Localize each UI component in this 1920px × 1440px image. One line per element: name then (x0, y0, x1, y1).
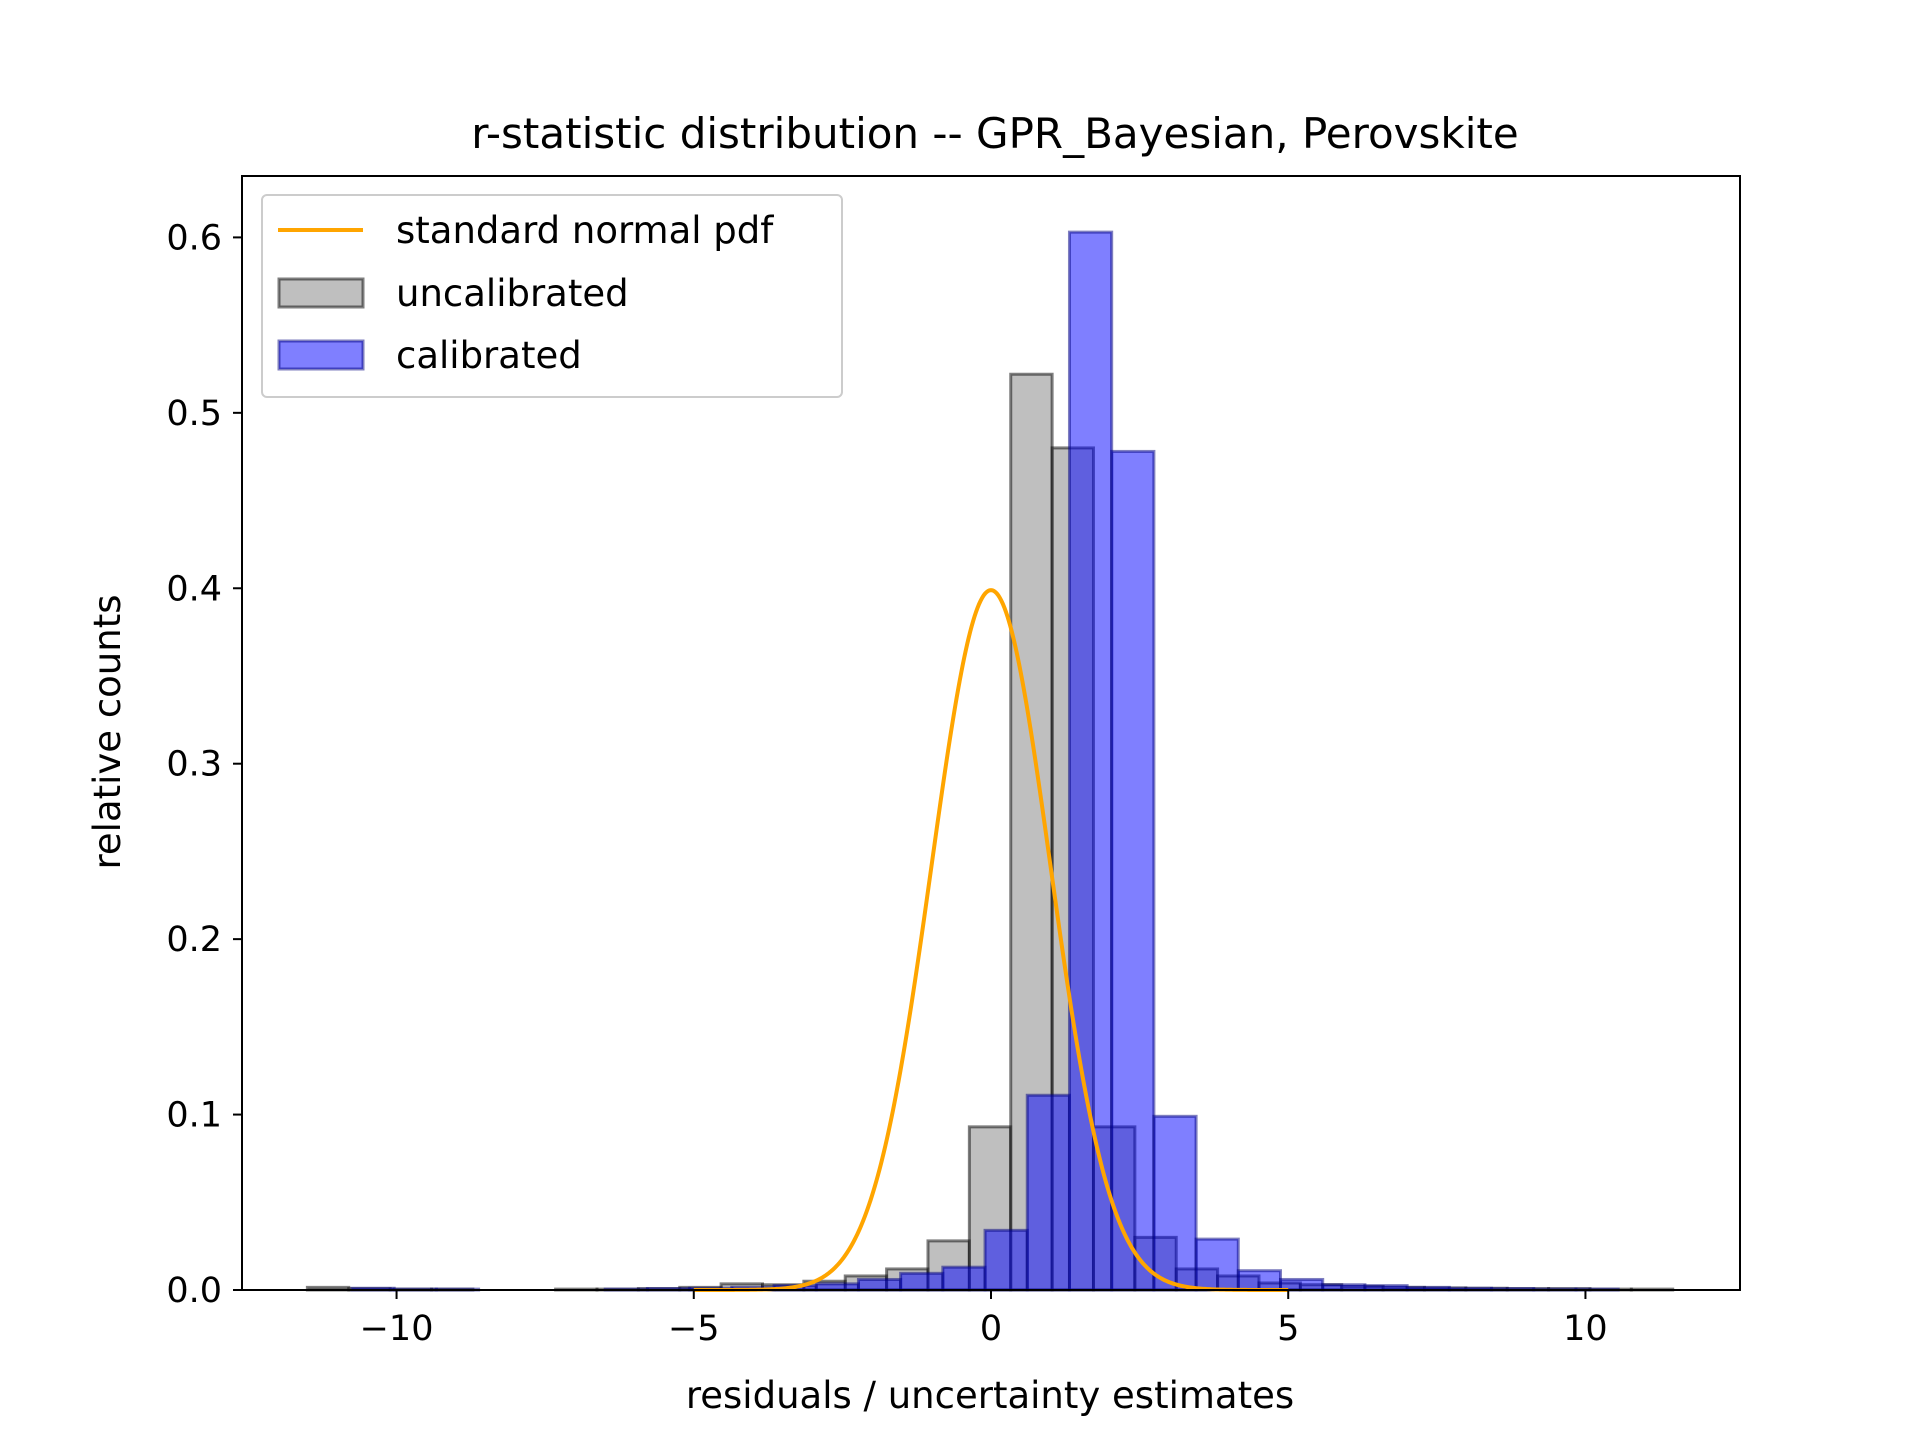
chart-title: r-statistic distribution -- GPR_Bayesian… (471, 109, 1518, 158)
legend-label-uncalibrated: uncalibrated (396, 272, 629, 315)
calibrated-bar (899, 1271, 945, 1292)
y-tick-label: 0.6 (166, 218, 222, 258)
legend-swatch-uncalibrated (277, 277, 365, 309)
x-tick-label: 0 (980, 1309, 1002, 1349)
y-tick-label: 0.2 (166, 920, 222, 960)
y-tick-label: 0.4 (166, 569, 222, 609)
legend-frame (261, 194, 843, 398)
calibrated-bar (1152, 1114, 1198, 1292)
x-axis-label: residuals / uncertainty estimates (686, 1374, 1294, 1417)
calibrated-bar (1194, 1237, 1240, 1292)
y-tick-label: 0.0 (166, 1271, 222, 1311)
legend-label-pdf: standard normal pdf (396, 209, 774, 252)
y-axis: 0.0 0.1 0.2 0.3 0.4 0.5 0.6 (166, 218, 242, 1311)
legend-label-calibrated: calibrated (396, 334, 582, 377)
legend: standard normal pdf uncalibrated calibra… (261, 194, 843, 398)
calibrated-bar (1067, 230, 1114, 1292)
x-tick-label: −10 (360, 1309, 434, 1349)
x-tick-label: 5 (1277, 1309, 1299, 1349)
y-tick-label: 0.3 (166, 745, 222, 785)
calibrated-bar (1025, 1093, 1071, 1292)
x-tick-label: −5 (668, 1309, 720, 1349)
calibrated-bar (941, 1265, 987, 1292)
y-tick-label: 0.1 (166, 1096, 222, 1136)
calibrated-bar (983, 1228, 1029, 1292)
calibrated-bar (856, 1277, 903, 1292)
y-axis-label: relative counts (86, 595, 129, 870)
standard-normal-pdf-line (693, 588, 1289, 1292)
x-axis: −10 −5 0 5 10 (360, 1290, 1608, 1349)
calibrated-bar (1110, 449, 1156, 1292)
x-tick-label: 10 (1563, 1309, 1608, 1349)
legend-swatch-calibrated (277, 339, 365, 371)
y-tick-label: 0.5 (166, 394, 222, 434)
calibrated-bar (1236, 1269, 1283, 1292)
